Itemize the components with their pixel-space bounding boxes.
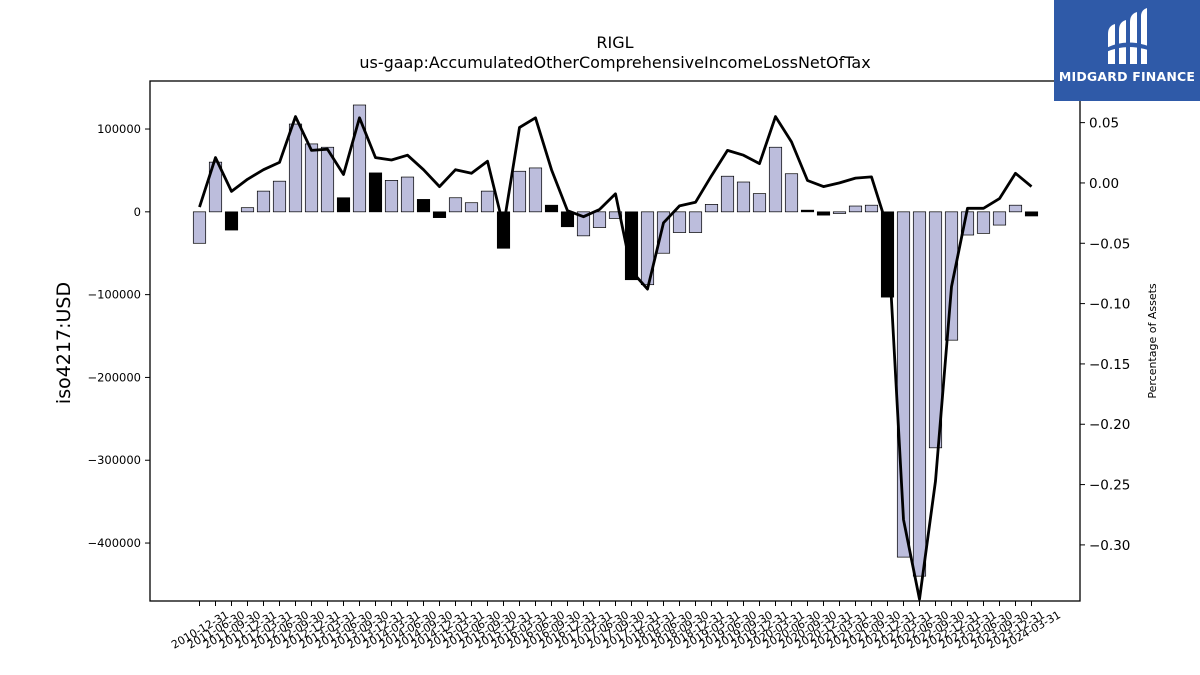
bar [720,175,735,213]
bar [608,211,623,219]
y-tick-label: 0 [134,205,141,219]
bar [288,123,303,213]
bar [448,197,463,213]
y-tick-label: −300000 [87,453,141,467]
bar [768,146,783,213]
y2-axis-label: Percentage of Assets [1146,283,1159,399]
bar [928,211,943,449]
bar [336,197,351,213]
bar [1024,211,1039,217]
y2-tick-label: −0.30 [1089,538,1130,554]
brand-logo: MIDGARD FINANCE [1054,0,1200,101]
bar [1008,204,1023,213]
bars [192,104,1039,577]
bar [416,199,431,213]
bar [912,211,927,577]
bar [272,180,287,213]
bar [752,193,767,213]
bar [672,211,687,233]
x-axis-ticks: 2010-12-312011-06-302011-09-302011-12-31… [169,601,1063,652]
bar [992,211,1007,226]
y2-tick-label: −0.05 [1089,236,1130,252]
y2-tick-label: 0.00 [1089,176,1119,192]
bar [400,176,415,213]
y-tick-label: −100000 [87,288,141,302]
bar [688,211,703,233]
bar [592,211,607,228]
y-tick-label: 100000 [97,122,141,136]
bar [304,143,319,213]
midgard-m-logo-icon [1106,8,1148,64]
bar [704,204,719,213]
bar [528,167,543,213]
y-axis-label: iso4217:USD [53,282,75,404]
y-tick-label: −200000 [87,370,141,384]
bar [816,211,831,216]
bar [192,211,207,244]
bar [224,211,239,231]
y2-tick-label: −0.15 [1089,357,1130,373]
bar [256,190,271,213]
plot-frame [149,80,1081,602]
brand-name: MIDGARD FINANCE [1058,69,1196,84]
y2-tick-label: −0.25 [1089,478,1130,494]
bar [240,207,255,213]
bar [496,211,511,249]
bar [384,180,399,213]
bar [320,146,335,213]
bar [976,211,991,234]
bar [656,211,671,254]
bar [464,202,479,213]
chart-title: RIGL [596,33,633,52]
chart-subtitle: us-gaap:AccumulatedOtherComprehensiveInc… [359,53,870,72]
bar [480,190,495,213]
bar [848,205,863,213]
bar [512,170,527,213]
bar [368,172,383,213]
bar [576,211,591,237]
percentage-line [198,115,1033,601]
bar [864,204,879,213]
bar [560,211,575,228]
bar [736,181,751,213]
bar [544,204,559,213]
y2-tick-label: −0.20 [1089,417,1130,433]
y2-tick-label: 0.05 [1089,116,1119,132]
bar [800,209,815,213]
y2-tick-label: −0.10 [1089,297,1130,313]
y2-axis-ticks: −0.30 −0.25 −0.20 −0.15 −0.10 −0.05 0.00 0.05 [1080,116,1130,554]
bar [832,211,847,214]
y-tick-label: −400000 [87,536,141,550]
y-axis-ticks: −400000 −300000 −200000 −100000 0 100000 [87,122,150,550]
bar [432,211,447,218]
bar [944,211,959,341]
bar [784,173,799,213]
